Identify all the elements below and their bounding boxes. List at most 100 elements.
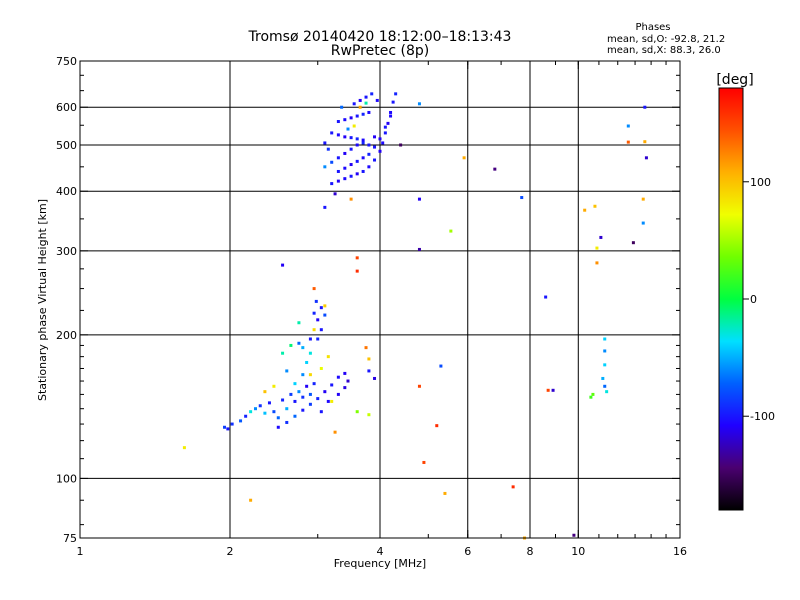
data-point — [323, 304, 327, 308]
data-point — [326, 355, 330, 359]
data-point — [319, 306, 323, 310]
data-point — [352, 102, 356, 106]
data-point — [361, 169, 365, 173]
colorbar-tick-label: 100 — [750, 176, 771, 189]
data-point — [572, 533, 576, 537]
data-point — [319, 328, 323, 332]
data-point — [343, 118, 347, 122]
data-point — [293, 382, 297, 386]
data-point — [493, 167, 497, 171]
data-point — [417, 197, 421, 201]
data-point — [305, 360, 309, 364]
data-point — [544, 295, 548, 299]
data-point — [333, 192, 337, 196]
data-point — [312, 382, 316, 386]
data-point — [301, 408, 305, 412]
data-point — [343, 151, 347, 155]
data-point — [330, 160, 334, 164]
data-point — [301, 346, 305, 350]
data-point — [323, 205, 327, 209]
data-point — [276, 425, 280, 429]
data-point — [361, 156, 365, 160]
data-point — [301, 395, 305, 399]
data-point — [364, 101, 368, 105]
data-point — [253, 407, 257, 411]
data-point — [641, 197, 645, 201]
data-point — [297, 321, 301, 325]
x-tick-label: 6 — [464, 545, 471, 558]
data-point — [389, 114, 393, 118]
data-point — [367, 165, 371, 169]
data-point — [373, 135, 377, 139]
data-point — [312, 328, 316, 332]
data-point — [281, 263, 285, 267]
data-point — [312, 311, 316, 315]
data-point — [319, 366, 323, 370]
data-point — [343, 166, 347, 170]
data-point — [603, 384, 607, 388]
y-tick-label: 75 — [63, 532, 77, 545]
chart-subtitle: RwPretec (8p) — [331, 43, 429, 59]
data-point — [643, 140, 647, 144]
data-point — [182, 446, 186, 450]
data-point — [349, 147, 353, 151]
data-point — [593, 204, 597, 208]
x-tick-label: 1 — [77, 545, 84, 558]
data-point — [520, 196, 524, 200]
data-point — [346, 127, 350, 131]
data-point — [349, 136, 353, 140]
data-point — [417, 384, 421, 388]
data-point — [258, 404, 262, 408]
data-point — [308, 337, 312, 341]
data-point — [263, 390, 267, 394]
grid-lines — [80, 61, 680, 538]
data-point — [373, 376, 377, 380]
data-point — [422, 460, 426, 464]
data-point — [364, 346, 368, 350]
x-axis-label: Frequency [MHz] — [334, 557, 426, 570]
data-point — [336, 169, 340, 173]
data-point — [439, 364, 443, 368]
data-point — [223, 425, 227, 429]
data-point — [417, 247, 421, 251]
data-point — [355, 172, 359, 176]
data-point — [355, 410, 359, 414]
data-point — [417, 102, 421, 106]
data-point — [301, 373, 305, 377]
data-point — [358, 98, 362, 102]
axis-ticks: 1 2 4 6 8 10 16 75 100 200 300 400 500 600 750 — [56, 55, 687, 558]
chart-title: Tromsø 20140420 18:12:00–18:13:43 — [248, 29, 512, 45]
data-point — [323, 165, 327, 169]
data-point — [355, 159, 359, 163]
data-point — [349, 174, 353, 178]
data-point — [330, 131, 334, 135]
data-point — [603, 337, 607, 341]
colorbar — [718, 87, 744, 511]
data-point — [308, 392, 312, 396]
colorbar-tick-label: -100 — [750, 410, 775, 423]
data-point — [340, 105, 344, 109]
data-point — [267, 401, 271, 405]
data-point — [355, 256, 359, 260]
data-point — [343, 177, 347, 181]
data-point — [293, 399, 297, 403]
data-point — [603, 349, 607, 353]
data-point — [226, 427, 230, 431]
data-point — [373, 158, 377, 162]
data-point — [364, 95, 368, 99]
data-point — [373, 145, 377, 149]
data-point — [546, 388, 550, 392]
data-point — [391, 100, 395, 104]
data-point — [601, 376, 605, 380]
y-tick-label: 600 — [56, 101, 77, 114]
y-tick-label: 400 — [56, 185, 77, 198]
y-tick-label: 500 — [56, 139, 77, 152]
data-point — [435, 424, 439, 428]
data-point — [336, 179, 340, 183]
data-point — [361, 138, 365, 142]
data-point — [239, 419, 243, 423]
data-point — [316, 397, 320, 401]
data-point — [323, 313, 327, 317]
data-point — [314, 299, 318, 303]
